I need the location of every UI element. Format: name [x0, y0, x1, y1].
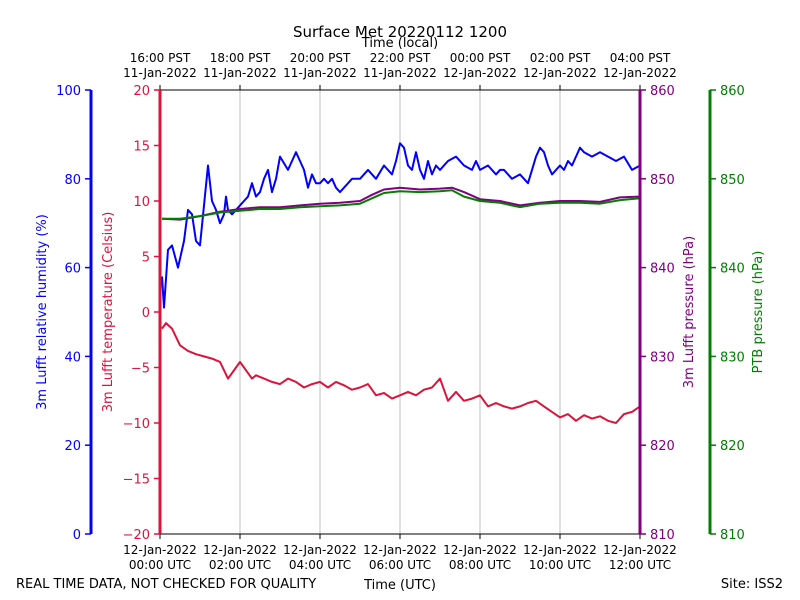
- x-tick-time: 04:00 UTC: [289, 558, 351, 572]
- x-tick-time: 02:00 UTC: [209, 558, 271, 572]
- y-axis-label: 3m Lufft relative humidity (%): [35, 214, 50, 410]
- site-label: Site: ISS2: [721, 577, 783, 592]
- y-tick-label: 10: [133, 195, 150, 210]
- y-tick-label: 830: [650, 350, 675, 365]
- chart-title: Surface Met 20220112 1200: [293, 23, 507, 41]
- x-tick-date: 12-Jan-2022: [603, 543, 677, 557]
- y-tick-label: −10: [123, 417, 150, 432]
- top-axis-label: Time (local): [361, 36, 438, 51]
- y-tick-label: 80: [64, 173, 81, 188]
- x-tick-time: 06:00 UTC: [369, 558, 431, 572]
- y-axis-label: 3m Lufft temperature (Celsius): [101, 212, 116, 413]
- x2-tick-time: 16:00 PST: [130, 51, 191, 65]
- series-lines: [161, 142, 641, 424]
- vertical-gridlines: [239, 90, 561, 534]
- y-tick-label: 840: [720, 262, 745, 277]
- x2-tick-date: 12-Jan-2022: [443, 66, 517, 80]
- y-tick-label: 850: [650, 173, 675, 188]
- y-tick-label: 820: [720, 439, 745, 454]
- y-axis-press: 810 820 830 840 850 860 3m Lufft pressure (hPa…: [638, 84, 697, 543]
- series-line-press: [161, 186, 641, 221]
- y-tick-label: −20: [123, 528, 150, 543]
- x2-tick-date: 12-Jan-2022: [523, 66, 597, 80]
- y-tick-label: 5: [142, 251, 150, 266]
- y-tick-label: 20: [133, 84, 150, 99]
- series-line-rh: [161, 142, 641, 309]
- y-axis-temp: −20 −15 −10 −5 0 5 10 15 20 3m Lufft temperature …: [101, 84, 162, 543]
- y-axis-label: 3m Lufft pressure (hPa): [682, 236, 697, 388]
- x-tick-date: 12-Jan-2022: [523, 543, 597, 557]
- bottom-axis-label: Time (UTC): [363, 578, 436, 593]
- y-tick-label: −15: [123, 473, 150, 488]
- y-tick-label: 15: [133, 140, 150, 155]
- x-tick-date: 12-Jan-2022: [443, 543, 517, 557]
- x2-tick-time: 04:00 PST: [610, 51, 671, 65]
- y-tick-label: 20: [64, 439, 81, 454]
- y-tick-label: 60: [64, 262, 81, 277]
- x2-tick-time: 00:00 PST: [450, 51, 511, 65]
- x-tick-time: 08:00 UTC: [449, 558, 511, 572]
- series-line-temp: [161, 322, 641, 424]
- x-tick-date: 12-Jan-2022: [283, 543, 357, 557]
- y-tick-label: −5: [131, 362, 150, 377]
- x2-tick-date: 11-Jan-2022: [363, 66, 437, 80]
- x2-tick-time: 18:00 PST: [210, 51, 271, 65]
- y-tick-label: 100: [56, 84, 81, 99]
- quality-disclaimer: REAL TIME DATA, NOT CHECKED FOR QUALITY: [16, 577, 316, 592]
- x-tick-date: 12-Jan-2022: [203, 543, 277, 557]
- y-tick-label: 810: [720, 528, 745, 543]
- y-tick-label: 0: [142, 306, 150, 321]
- x-tick-time: 00:00 UTC: [129, 558, 191, 572]
- y-axis-label: PTB pressure (hPa): [751, 251, 766, 374]
- x2-tick-date: 11-Jan-2022: [283, 66, 357, 80]
- y-tick-label: 0: [73, 528, 81, 543]
- y-tick-label: 860: [720, 84, 745, 99]
- x2-tick-time: 20:00 PST: [290, 51, 351, 65]
- x-tick-time: 12:00 UTC: [609, 558, 671, 572]
- x2-tick-date: 12-Jan-2022: [603, 66, 677, 80]
- y-tick-label: 40: [64, 350, 81, 365]
- x2-tick-date: 11-Jan-2022: [123, 66, 197, 80]
- y-tick-label: 810: [650, 528, 675, 543]
- x2-tick-time: 02:00 PST: [530, 51, 591, 65]
- x2-tick-date: 11-Jan-2022: [203, 66, 277, 80]
- x-tick-time: 10:00 UTC: [529, 558, 591, 572]
- y-tick-label: 850: [720, 173, 745, 188]
- y-tick-label: 860: [650, 84, 675, 99]
- y-axis-ptb: 810 820 830 840 850 860 PTB pressure (hPa): [708, 84, 766, 543]
- x2-tick-time: 22:00 PST: [370, 51, 431, 65]
- y-tick-label: 830: [720, 350, 745, 365]
- x-tick-date: 12-Jan-2022: [363, 543, 437, 557]
- y-tick-label: 840: [650, 262, 675, 277]
- y-axis-rh: 0 20 40 60 80 100 3m Lufft relative humidity (…: [35, 84, 93, 543]
- series-line-ptb: [162, 189, 641, 220]
- y-tick-label: 820: [650, 439, 675, 454]
- x-tick-date: 12-Jan-2022: [123, 543, 197, 557]
